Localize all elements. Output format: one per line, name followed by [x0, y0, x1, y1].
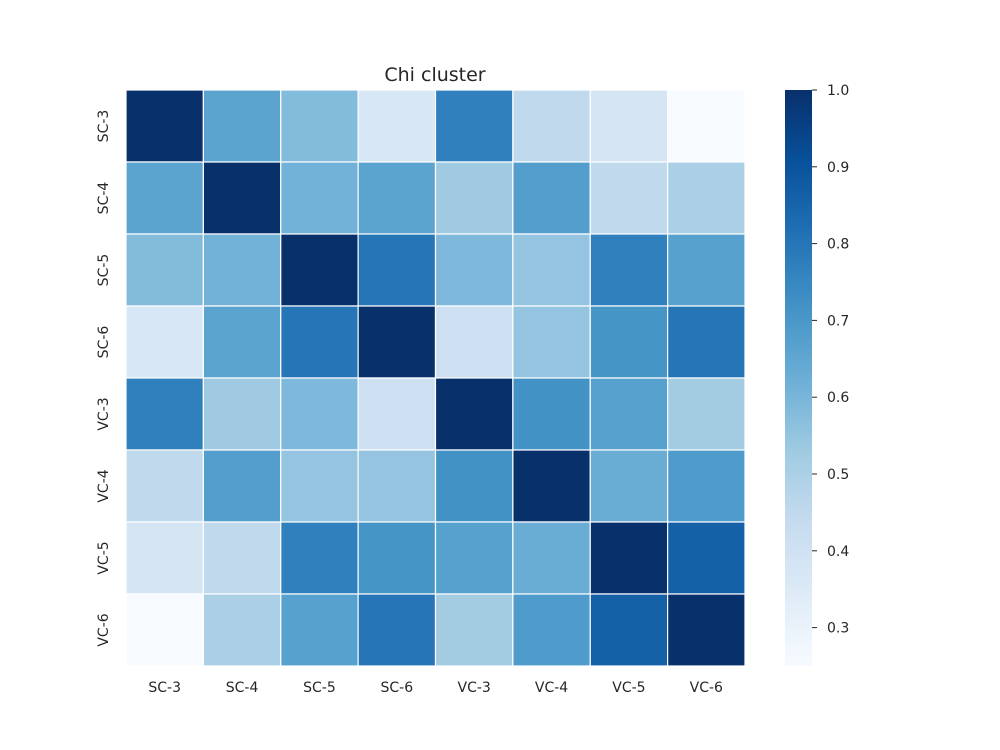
heatmap-cell-VC-4-VC-3: [434, 449, 514, 523]
x-tick-label: VC-4: [535, 680, 568, 696]
y-tick-labels: SC-3 SC-4 SC-5 SC-6 VC-3 VC-4 VC-5 VC-6: [96, 110, 112, 647]
heatmap-cell-VC-5-SC-4: [202, 521, 282, 595]
x-tick-label: VC-6: [690, 680, 723, 696]
x-tick-label: SC-3: [148, 680, 181, 696]
heatmap-cell-SC-5-SC-4: [202, 233, 282, 307]
colorbar-tick-label: 1.0: [827, 83, 849, 99]
heatmap-cell-VC-6-SC-4: [202, 593, 282, 667]
colorbar-tick-label: 0.7: [827, 313, 849, 329]
y-tick-label: VC-3: [96, 397, 112, 430]
heatmap-cell-VC-5-VC-3: [434, 521, 514, 595]
colorbar-tick-label: 0.4: [827, 544, 849, 560]
colorbar-tick-label: 0.3: [827, 621, 849, 637]
heatmap-cell-VC-4-SC-3: [125, 449, 204, 523]
colorbar-ticks: 0.3 0.4 0.5 0.6 0.7 0.8 0.9 1.0: [812, 83, 849, 637]
heatmap-cell-VC-4-SC-6: [357, 449, 437, 523]
heatmap-cell-VC-5-VC-5: [589, 521, 669, 595]
heatmap-cell-VC-3-SC-4: [202, 377, 282, 451]
heatmap-cell-VC-5-SC-3: [125, 521, 204, 595]
heatmap-cell-VC-3-VC-6: [667, 377, 746, 451]
heatmap-cell-SC-5-VC-4: [512, 233, 591, 307]
heatmap-cell-VC-4-VC-5: [589, 449, 669, 523]
heatmap-cell-SC-6-SC-6: [357, 305, 437, 379]
y-tick-label: SC-4: [96, 182, 112, 215]
heatmap-cell-VC-4-VC-6: [667, 449, 746, 523]
heatmap-cell-VC-3-VC-3: [434, 377, 514, 451]
heatmap-cell-VC-3-VC-5: [589, 377, 669, 451]
heatmap-cell-VC-6-SC-6: [357, 593, 437, 667]
heatmap-cell-SC-4-VC-3: [434, 161, 514, 235]
heatmap-cell-SC-6-SC-3: [125, 305, 204, 379]
heatmap-cell-VC-5-SC-5: [280, 521, 359, 595]
heatmap-cell-SC-4-VC-5: [589, 161, 669, 235]
heatmap-cell-VC-4-SC-5: [280, 449, 359, 523]
heatmap-cell-SC-3-VC-3: [434, 89, 514, 163]
heatmap-cell-VC-6-VC-6: [667, 593, 746, 667]
heatmap-cell-VC-5-VC-4: [512, 521, 591, 595]
heatmap-cell-VC-3-SC-3: [125, 377, 204, 451]
heatmap-cell-VC-4-SC-4: [202, 449, 282, 523]
heatmap-cell-SC-6-VC-3: [434, 305, 514, 379]
heatmap-cell-SC-3-SC-6: [357, 89, 437, 163]
heatmap-cell-SC-6-VC-6: [667, 305, 746, 379]
heatmap-cell-SC-3-VC-5: [589, 89, 669, 163]
heatmap-cell-SC-3-SC-3: [125, 89, 204, 163]
colorbar-tick-label: 0.9: [827, 160, 849, 176]
heatmap-cell-VC-6-SC-5: [280, 593, 359, 667]
heatmap-cell-VC-3-VC-4: [512, 377, 591, 451]
heatmap-cell-SC-4-SC-5: [280, 161, 359, 235]
heatmap-cell-SC-4-SC-6: [357, 161, 437, 235]
heatmap-cell-SC-5-SC-6: [357, 233, 437, 307]
y-tick-label: VC-5: [96, 541, 112, 574]
heatmap-cell-VC-3-SC-6: [357, 377, 437, 451]
heatmap-cell-SC-3-VC-4: [512, 89, 591, 163]
x-tick-label: VC-3: [458, 680, 491, 696]
heatmap-cell-SC-4-VC-6: [667, 161, 746, 235]
heatmap-cell-VC-6-VC-3: [434, 593, 514, 667]
heatmap-cell-SC-6-VC-5: [589, 305, 669, 379]
heatmap-cell-SC-5-SC-3: [125, 233, 204, 307]
heatmap-cell-SC-5-SC-5: [280, 233, 359, 307]
colorbar-tick-label: 0.5: [827, 467, 849, 483]
heatmap-cell-SC-6-SC-5: [280, 305, 359, 379]
heatmap-cell-SC-5-VC-5: [589, 233, 669, 307]
heatmap-cell-SC-4-SC-4: [202, 161, 282, 235]
x-tick-label: SC-6: [381, 680, 414, 696]
colorbar-tick-label: 0.8: [827, 237, 849, 253]
heatmap-cell-SC-3-VC-6: [667, 89, 746, 163]
colorbar-tick-label: 0.6: [827, 390, 849, 406]
heatmap-cell-VC-3-SC-5: [280, 377, 359, 451]
heatmap-cells: [125, 89, 746, 667]
heatmap-cell-SC-4-VC-4: [512, 161, 591, 235]
y-tick-label: SC-6: [96, 326, 112, 359]
heatmap-cell-SC-4-SC-3: [125, 161, 204, 235]
heatmap-cell-SC-3-SC-4: [202, 89, 282, 163]
heatmap-cell-VC-6-VC-4: [512, 593, 591, 667]
x-tick-label: VC-5: [612, 680, 645, 696]
x-tick-labels: SC-3 SC-4 SC-5 SC-6 VC-3 VC-4 VC-5 VC-6: [148, 680, 723, 696]
y-tick-label: VC-4: [96, 469, 112, 502]
y-tick-label: VC-6: [96, 613, 112, 646]
x-tick-label: SC-4: [226, 680, 259, 696]
chart-title: Chi cluster: [384, 64, 485, 86]
heatmap-cell-VC-6-SC-3: [125, 593, 204, 667]
heatmap-cell-SC-6-VC-4: [512, 305, 591, 379]
heatmap-cell-SC-5-VC-6: [667, 233, 746, 307]
heatmap-cell-VC-5-SC-6: [357, 521, 437, 595]
heatmap-cell-SC-6-SC-4: [202, 305, 282, 379]
heatmap-cell-SC-5-VC-3: [434, 233, 514, 307]
y-tick-label: SC-3: [96, 110, 112, 143]
x-tick-label: SC-5: [303, 680, 336, 696]
heatmap-cell-VC-4-VC-4: [512, 449, 591, 523]
heatmap-cell-SC-3-SC-5: [280, 89, 359, 163]
heatmap-cell-VC-5-VC-6: [667, 521, 746, 595]
colorbar: [785, 90, 812, 666]
y-tick-label: SC-5: [96, 254, 112, 287]
heatmap-cell-VC-6-VC-5: [589, 593, 669, 667]
